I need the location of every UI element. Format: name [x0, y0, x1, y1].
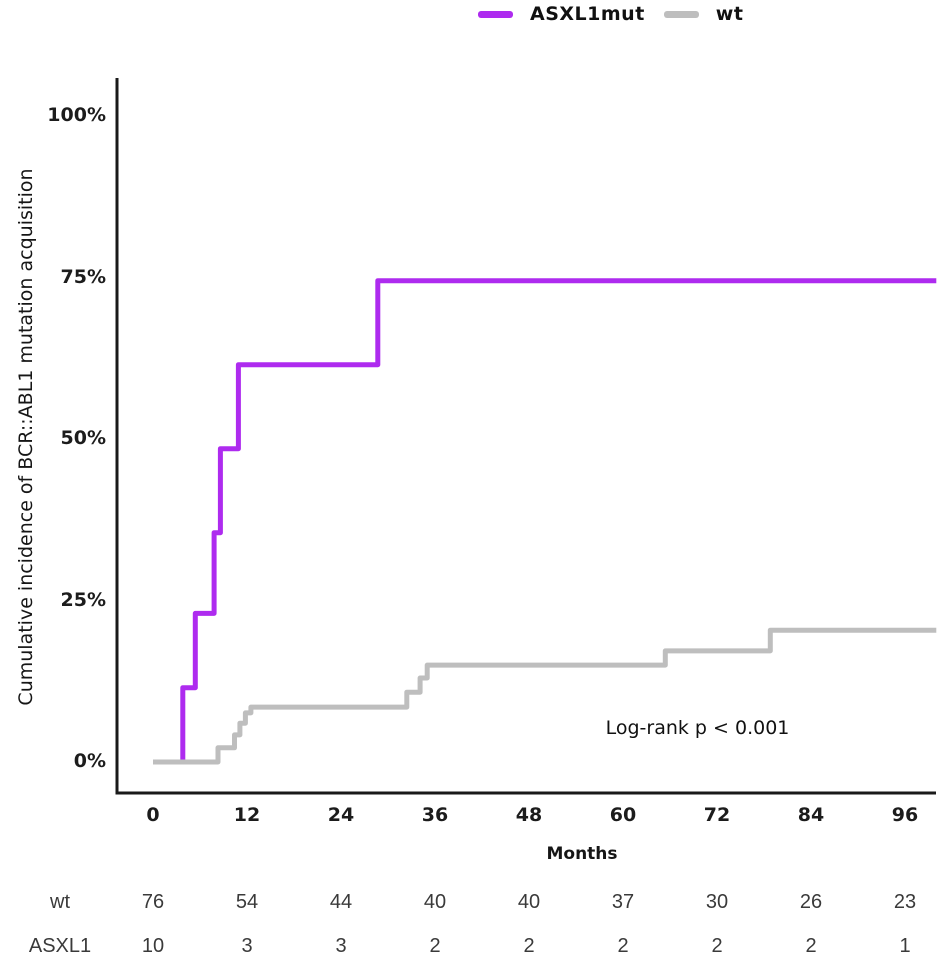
risk-count-cell: 3 — [241, 935, 253, 957]
x-tick-label: 60 — [609, 804, 637, 826]
legend-swatch-icon — [478, 10, 513, 18]
risk-count-cell: 40 — [517, 891, 541, 913]
risk-count-cell: 3 — [335, 935, 347, 957]
x-tick-label: 36 — [421, 804, 449, 826]
risk-count-cell: 37 — [611, 891, 635, 913]
curve-ASXL1mut — [153, 278, 937, 765]
risk-count-cell: 40 — [423, 891, 447, 913]
step-curves — [153, 278, 937, 765]
x-tick-label: 24 — [327, 804, 355, 826]
legend: ASXL1mut wt — [478, 1, 743, 27]
risk-count-cell: 76 — [141, 891, 165, 913]
curve-wt — [153, 627, 937, 765]
x-tick-label: 72 — [703, 804, 731, 826]
risk-count-cell: 2 — [805, 935, 817, 957]
risk-count-cell: 2 — [617, 935, 629, 957]
y-tick-label: 50% — [60, 427, 106, 449]
legend-swatch-icon — [663, 10, 699, 18]
legend-label: wt — [715, 3, 744, 25]
y-tick-label: 100% — [47, 104, 106, 126]
axis-spines — [115, 78, 936, 795]
x-tick-label: 0 — [146, 804, 160, 826]
x-tick-label: 12 — [233, 804, 261, 826]
risk-count-cell: 2 — [523, 935, 535, 957]
legend-label: ASXL1mut — [530, 3, 645, 25]
risk-count-cell: 54 — [235, 891, 259, 913]
x-tick-label: 48 — [515, 804, 543, 826]
legend-item-ASXL1mut: ASXL1mut — [478, 3, 645, 25]
risk-row-label-ASXL1: ASXL1 — [28, 935, 92, 957]
log-rank-annotation: Log-rank p < 0.001 — [605, 717, 790, 739]
y-tick-label: 75% — [60, 265, 106, 288]
risk-count-cell: 30 — [705, 891, 729, 913]
risk-count-cell: 2 — [429, 935, 441, 957]
y-tick-label: 0% — [73, 750, 106, 772]
x-axis-title: Months — [546, 844, 618, 864]
risk-count-cell: 2 — [711, 935, 723, 957]
x-tick-label: 96 — [891, 804, 919, 826]
risk-row-label-wt: wt — [50, 891, 70, 913]
risk-count-cell: 10 — [141, 935, 165, 957]
x-tick-label: 84 — [797, 804, 825, 826]
legend-item-wt: wt — [663, 3, 744, 25]
risk-count-cell: 1 — [899, 935, 911, 957]
risk-count-cell: 44 — [329, 891, 353, 913]
risk-count-cell: 23 — [893, 891, 917, 913]
risk-count-cell: 26 — [799, 891, 823, 913]
y-tick-label: 25% — [60, 588, 106, 611]
